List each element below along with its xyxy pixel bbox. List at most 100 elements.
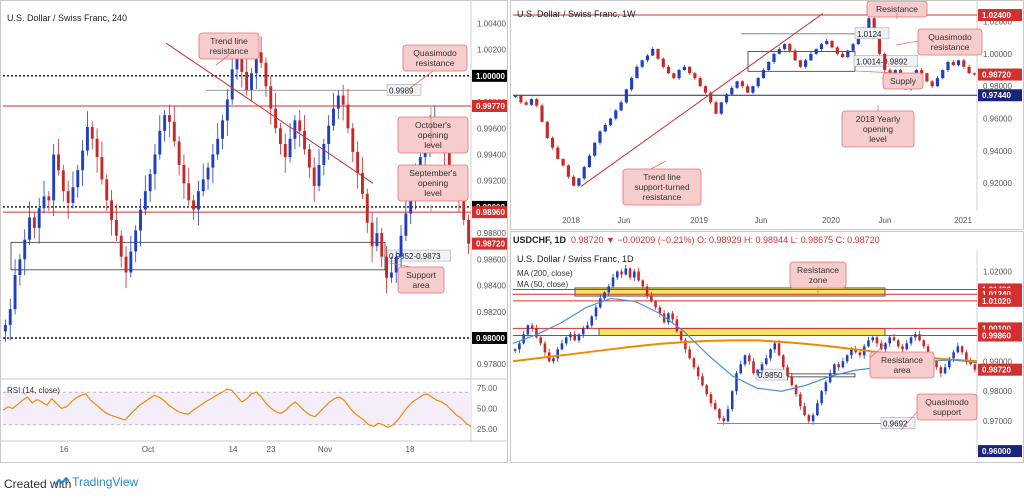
candle-body (52, 154, 56, 201)
marker-label: 0.9692 (883, 420, 908, 429)
y-tick-label: 0.97800 (477, 360, 506, 369)
candle-body (573, 334, 577, 341)
candle-body (608, 118, 613, 125)
price-tag (978, 363, 1022, 376)
chart-panel-daily[interactable]: 1.020001.010001.000000.990000.980000.970… (510, 231, 1024, 463)
candle-body (85, 126, 89, 151)
annotation-pointer (895, 40, 919, 46)
candle-body (654, 301, 657, 308)
candle-body (658, 307, 662, 314)
annotation-pointer (405, 70, 434, 92)
y-tick-label: 0.98200 (477, 308, 506, 317)
rsi-label: RSI (14, close) (7, 386, 60, 395)
y-tick-label: 0.96000 (983, 115, 1012, 124)
candle-body (677, 70, 681, 79)
candle-body (577, 334, 581, 341)
candle-body (341, 95, 345, 105)
candle-body (640, 60, 644, 67)
annotation-text: 2018 Yearly (856, 114, 901, 124)
chart-daily-svg[interactable]: 1.020001.010001.000000.990000.980000.970… (511, 232, 1024, 463)
candle-body (317, 164, 321, 186)
annotation-text: area (412, 280, 429, 290)
annotation-box (917, 28, 983, 56)
zone-rect (10, 241, 386, 271)
candle-body (682, 66, 686, 71)
chart-panel-4h[interactable]: 1.004001.002001.000000.998000.996000.994… (0, 0, 508, 463)
annotation-text: Quasimodo (413, 48, 457, 58)
y-tick-label: 1.00400 (477, 19, 506, 28)
tradingview-logo[interactable]: TradingView (54, 475, 138, 489)
candle-body (187, 183, 191, 201)
candle-body (641, 280, 645, 287)
annotation-text: Resistance (881, 355, 923, 365)
candle-body (724, 94, 729, 103)
y-tick-label: 0.92000 (983, 179, 1012, 188)
candle-body (529, 99, 534, 105)
candle-body (526, 325, 530, 335)
zone-rect (574, 287, 886, 297)
candle-body (332, 108, 335, 126)
candle-body (110, 200, 114, 221)
price-tag-label: 1.00100 (982, 324, 1011, 333)
candle-body (825, 40, 829, 45)
chart-weekly-svg[interactable]: 1.02000 1.00000 0.98000 0.96000 0.94000 0.920… (511, 1, 1024, 230)
candle-body (336, 95, 340, 109)
x-tick-label: Jun (879, 216, 892, 225)
candle-body (786, 367, 789, 377)
annotation-pointer (869, 343, 886, 359)
chart-title: U.S. Dollar / Swiss Franc, 240 (7, 13, 127, 23)
x-tick-label: 23 (267, 445, 276, 454)
price-tag (978, 445, 1022, 458)
candle-body (71, 187, 75, 203)
annotation-text: level (424, 188, 442, 198)
annotation-pointer (855, 70, 897, 74)
candle-body (143, 191, 147, 210)
chart-title: U.S. Dollar / Swiss Franc, 1W (517, 9, 636, 19)
zone-rect (598, 327, 886, 336)
candle-body (830, 40, 834, 48)
candle-body (572, 176, 576, 186)
x-tick-label: 2020 (822, 216, 840, 225)
candle-body (656, 49, 660, 59)
candle-body (535, 99, 539, 106)
candle-body (560, 343, 564, 350)
rsi-tick-label: 75.00 (477, 384, 498, 393)
candle-body (918, 334, 921, 341)
candle-body (566, 165, 570, 177)
candle-body (837, 364, 840, 368)
candle-body (543, 343, 547, 353)
candle-body (645, 286, 649, 296)
candle-body (956, 60, 961, 66)
candle-body (722, 418, 725, 422)
candle-body (877, 29, 882, 54)
price-tag (978, 294, 1022, 307)
chart-panel-weekly[interactable]: 1.02000 1.00000 0.98000 0.96000 0.94000 0.920… (510, 0, 1024, 230)
candle-body (8, 309, 12, 325)
candle-body (730, 391, 734, 410)
candle-body (620, 271, 623, 275)
candle-body (650, 295, 653, 302)
candle-body (569, 334, 572, 338)
candle-body (577, 178, 581, 186)
candle-body (675, 319, 679, 332)
candle-body (645, 55, 650, 61)
candle-body (637, 271, 640, 281)
candle-body (360, 172, 364, 194)
candle-body (688, 349, 691, 359)
candle-body (799, 394, 802, 407)
candle-body (703, 86, 708, 93)
candle-body (851, 44, 855, 51)
candle-body (182, 164, 186, 184)
annotation-text: Supply (890, 76, 917, 86)
candle-body (134, 230, 138, 252)
candle-body (201, 179, 205, 192)
rsi-line (2, 388, 472, 428)
candle-body (867, 340, 870, 347)
annotation-text: Support (406, 270, 436, 280)
annotation-text: level (424, 140, 442, 150)
chart-4h-svg[interactable]: 1.004001.002001.000000.998000.996000.994… (1, 1, 508, 463)
candle-body (172, 121, 176, 142)
candle-body (714, 102, 718, 114)
candle-body (951, 61, 955, 66)
candle-body (858, 352, 862, 356)
